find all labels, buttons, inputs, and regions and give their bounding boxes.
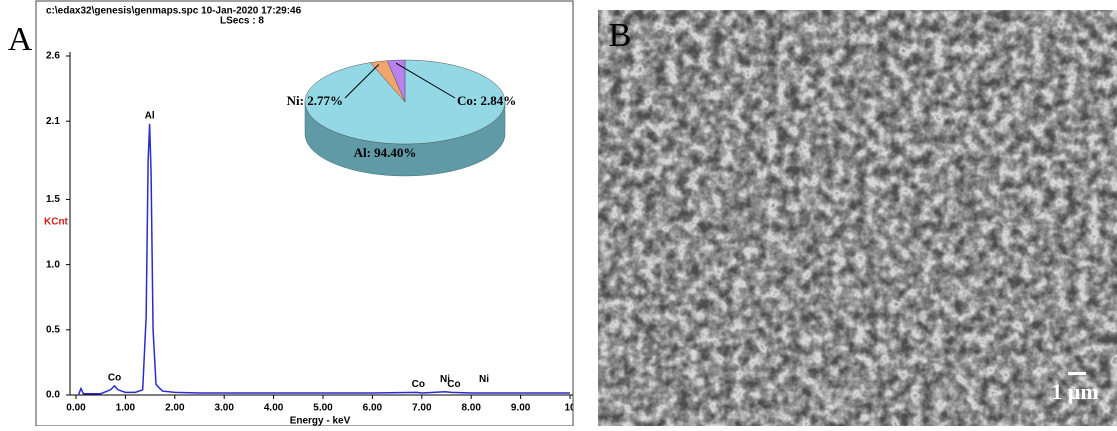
y-axis-label: KCnt — [44, 217, 69, 228]
peak-label: Ni — [479, 374, 489, 385]
panel-label: A — [8, 21, 33, 58]
peak-label: Al — [145, 110, 155, 121]
x-tick-label: 8.00 — [461, 403, 481, 414]
x-tick-label: 0.00 — [66, 403, 86, 414]
peak-label: Co — [412, 379, 425, 390]
x-tick-label: 2.00 — [165, 403, 185, 414]
sem-texture — [598, 10, 1117, 426]
peak-label: Co — [447, 379, 460, 390]
y-tick-label: 1.5 — [46, 194, 60, 205]
pie-label: Co: 2.84% — [457, 93, 516, 108]
x-tick-label: 5.00 — [313, 403, 333, 414]
x-tick-label: 10 — [564, 403, 576, 414]
y-tick-label: 0.0 — [46, 390, 60, 401]
y-tick-label: 2.6 — [46, 51, 60, 62]
x-tick-label: 3.00 — [214, 403, 234, 414]
scale-bar-label: 1 μm — [1051, 379, 1098, 404]
y-tick-label: 2.1 — [46, 116, 60, 127]
x-tick-label: 7.00 — [412, 403, 432, 414]
y-tick-label: 1.0 — [46, 259, 60, 270]
x-tick-label: 1.00 — [116, 403, 136, 414]
spectrum-frame — [36, 1, 573, 426]
lsecs: LSecs : 8 — [220, 16, 264, 27]
panel-label: B — [609, 17, 632, 54]
x-tick-label: 6.00 — [363, 403, 383, 414]
y-tick-label: 0.5 — [46, 324, 60, 335]
peak-label: Co — [108, 373, 121, 384]
x-axis-label: Energy - keV — [290, 416, 351, 426]
pie-label: Ni: 2.77% — [287, 93, 343, 108]
x-tick-label: 9.00 — [511, 403, 531, 414]
x-tick-label: 4.00 — [264, 403, 284, 414]
figure: 1 μm B A c:\edax32\genesis\genmaps.spc 1… — [0, 0, 1117, 426]
scale-bar — [1068, 372, 1086, 375]
pie-label: Al: 94.40% — [354, 145, 417, 160]
